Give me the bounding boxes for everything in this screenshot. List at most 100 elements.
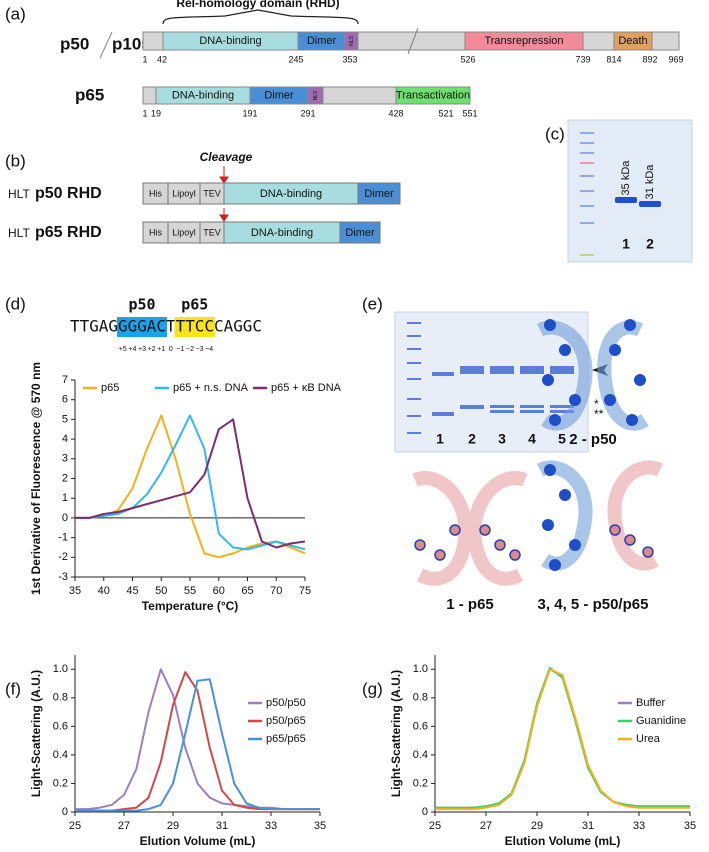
break bbox=[407, 27, 419, 55]
x-tick-label: 35 bbox=[684, 820, 696, 832]
domain-label: DNA-binding bbox=[199, 35, 261, 47]
lane-label: 4 bbox=[528, 431, 536, 447]
lane-label: 3 bbox=[498, 431, 506, 447]
domain-label: NLS bbox=[349, 35, 355, 45]
domain-label: TEV bbox=[203, 227, 221, 237]
name-divider bbox=[99, 31, 113, 59]
residue-number: 353 bbox=[342, 54, 357, 64]
x-tick-label: 31 bbox=[216, 820, 228, 832]
panel-label: (f) bbox=[5, 679, 21, 698]
domain-label: Transrepression bbox=[484, 35, 563, 47]
panel-label: (d) bbox=[5, 294, 26, 313]
domain-label: His bbox=[149, 227, 162, 237]
y-tick-label: 0.6 bbox=[53, 720, 68, 732]
structure-label: 2 - p50 bbox=[569, 431, 617, 448]
x-tick-label: 25 bbox=[429, 820, 441, 832]
construct-domain bbox=[339, 221, 381, 244]
x-tick-label: 45 bbox=[126, 585, 138, 597]
gel-c bbox=[567, 119, 693, 263]
y-tick-label: 0.2 bbox=[53, 777, 68, 789]
x-tick-label: 35 bbox=[314, 820, 326, 832]
site-label: p50 bbox=[128, 296, 155, 314]
protein-name: p50 bbox=[60, 34, 89, 53]
residue-number: 19 bbox=[151, 108, 161, 118]
position-label: 0 bbox=[169, 346, 173, 353]
y-tick-label: 0.4 bbox=[413, 749, 428, 761]
legend-label: Buffer bbox=[636, 697, 665, 709]
x-tick-label: 75 bbox=[299, 585, 311, 597]
x-tick-label: 70 bbox=[270, 585, 282, 597]
domain-label: DNA-binding bbox=[260, 188, 322, 200]
domain-label: Transactivation bbox=[396, 89, 470, 101]
position-label: +3 bbox=[138, 346, 146, 353]
structure-p50 bbox=[536, 319, 649, 431]
domain-label: DNA-binding bbox=[172, 89, 234, 101]
x-tick-label: 33 bbox=[633, 820, 645, 832]
y-tick-label: 0.6 bbox=[413, 720, 428, 732]
series-line bbox=[435, 668, 690, 811]
position-label: −2 bbox=[186, 346, 194, 353]
lane-label: 5 bbox=[558, 431, 566, 447]
band-marker: ** bbox=[594, 407, 604, 421]
x-tick-label: 50 bbox=[155, 585, 167, 597]
x-axis-title: Temperature (°C) bbox=[142, 599, 239, 613]
y-tick-label: 1.0 bbox=[413, 663, 428, 675]
sequence-segment: TTGAG bbox=[70, 317, 118, 336]
band-marker: * bbox=[594, 397, 599, 411]
position-label: −3 bbox=[196, 346, 204, 353]
residue-number: 191 bbox=[242, 108, 257, 118]
domain bbox=[395, 86, 471, 105]
domain-label: Dimer bbox=[307, 35, 337, 47]
construct-prefix: HLT bbox=[8, 187, 30, 201]
x-axis-title: Elution Volume (mL) bbox=[505, 834, 621, 848]
position-label: +1 bbox=[157, 346, 165, 353]
position-label: +5 bbox=[119, 346, 127, 353]
x-tick-label: 55 bbox=[184, 585, 196, 597]
residue-number: 551 bbox=[462, 108, 477, 118]
residue-number: 291 bbox=[300, 108, 315, 118]
domain-label: Dimer bbox=[364, 188, 394, 200]
construct-domain bbox=[357, 182, 401, 205]
domain-label: NLS bbox=[313, 90, 319, 100]
site-highlight bbox=[174, 317, 215, 337]
lane-label: 1 bbox=[436, 431, 444, 447]
sequence-segment: CAGGC bbox=[214, 317, 262, 336]
cleavage-label: Cleavage bbox=[200, 150, 253, 164]
domain-label: DNA-binding bbox=[251, 227, 313, 239]
construct-name: p50 RHD bbox=[35, 185, 102, 202]
residue-number: 739 bbox=[575, 54, 590, 64]
sequence-segment: TTCC bbox=[176, 317, 214, 336]
y-tick-label: 7 bbox=[62, 374, 68, 386]
y-tick-label: 0 bbox=[62, 806, 68, 818]
position-label: −4 bbox=[205, 346, 213, 353]
x-tick-label: 60 bbox=[213, 585, 225, 597]
series-line bbox=[75, 414, 306, 559]
domain-label: Dimer bbox=[264, 89, 294, 101]
lane-label: 2 bbox=[646, 236, 654, 252]
legend-label: p65 + κB DNA bbox=[271, 382, 342, 394]
construct-name: p65 RHD bbox=[35, 224, 102, 241]
x-tick-label: 29 bbox=[167, 820, 179, 832]
x-tick-label: 31 bbox=[582, 820, 594, 832]
site-label: p65 bbox=[181, 296, 208, 314]
y-tick-label: 0.4 bbox=[53, 749, 68, 761]
legend-label: p50/p50 bbox=[266, 697, 306, 709]
series-line bbox=[75, 418, 306, 549]
protein-name: p65 bbox=[75, 85, 104, 104]
construct-prefix: HLT bbox=[8, 226, 30, 240]
cleavage-arrows bbox=[219, 166, 229, 222]
domain bbox=[613, 31, 653, 51]
domain-label: Lipoyl bbox=[172, 188, 196, 198]
series-line bbox=[75, 414, 306, 551]
y-tick-label: 1.0 bbox=[53, 663, 68, 675]
residue-number: 1 bbox=[142, 108, 147, 118]
y-tick-label: 0 bbox=[422, 806, 428, 818]
position-label: +2 bbox=[148, 346, 156, 353]
panel-label: (e) bbox=[362, 294, 383, 313]
y-tick-label: 1 bbox=[62, 492, 68, 504]
site-highlight bbox=[117, 317, 167, 337]
structure-label: 3, 4, 5 - p50/p65 bbox=[538, 596, 649, 613]
y-tick-label: 0 bbox=[62, 512, 68, 524]
panel-label: (c) bbox=[545, 124, 565, 143]
